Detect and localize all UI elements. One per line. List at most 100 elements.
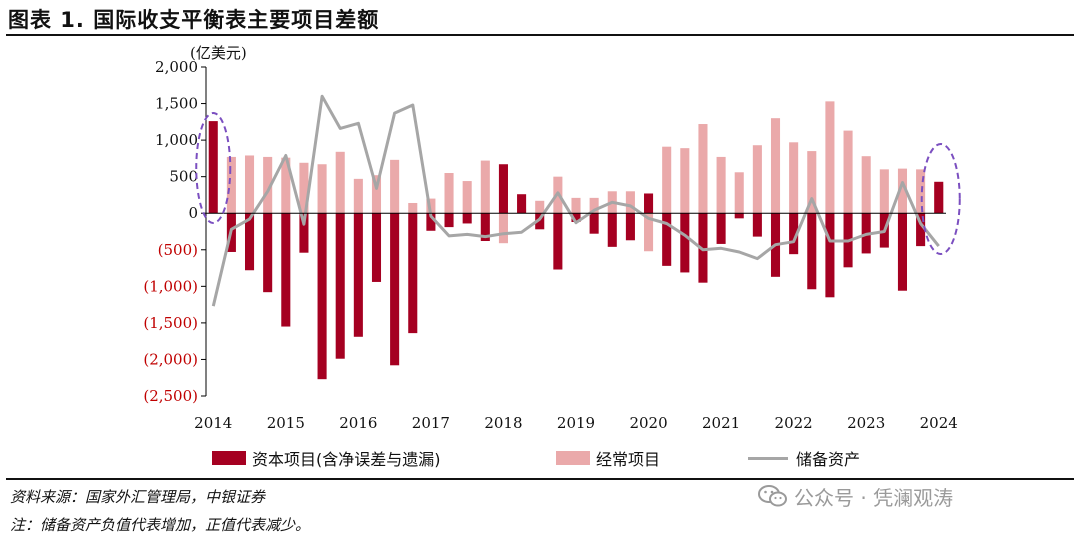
current-account-bar: [426, 198, 436, 214]
top-rule: [6, 34, 1074, 36]
legend-swatch-reserve: [748, 456, 788, 460]
x-tick-label: 2015: [267, 414, 305, 432]
x-tick-label: 2022: [775, 414, 813, 432]
watermark-text: 公众号 · 凭澜观涛: [794, 485, 954, 510]
y-tick-label: 1,000: [155, 131, 198, 149]
current-account-bar: [589, 197, 599, 214]
capital-account-bar: [752, 213, 762, 237]
capital-account-bar: [480, 213, 490, 242]
capital-account-bar: [716, 213, 726, 244]
legend-item-reserve: 储备资产: [748, 446, 860, 470]
capital-account-bar: [644, 193, 654, 214]
capital-account-bar: [734, 213, 744, 219]
y-tick-label: (2,500): [143, 387, 198, 405]
capital-account-bar: [625, 213, 635, 241]
current-account-bar: [897, 168, 908, 214]
capital-account-bar: [807, 213, 817, 290]
current-account-bar: [752, 145, 762, 214]
current-account-bar: [498, 213, 508, 244]
capital-account-bar: [662, 213, 672, 266]
highlight-2014-ellipse: [195, 112, 232, 224]
capital-account-bar: [353, 213, 363, 337]
y-tick-label: (500): [158, 241, 198, 259]
current-account-bar: [462, 181, 472, 214]
capital-account-bar: [589, 213, 599, 234]
current-account-bar: [226, 156, 236, 214]
current-account-bar: [680, 148, 690, 214]
capital-account-bar: [897, 213, 908, 291]
legend-item-current: 经常项目: [556, 446, 660, 470]
current-account-bar: [353, 178, 363, 214]
y-tick-label: (1,000): [143, 277, 198, 295]
y-axis-label: (亿美元): [190, 44, 247, 62]
capital-account-bar: [934, 181, 944, 214]
current-account-bar: [644, 213, 654, 252]
capital-account-bar: [680, 213, 690, 273]
current-account-bar: [299, 162, 309, 214]
current-account-bar: [625, 191, 635, 214]
current-account-bar: [371, 175, 382, 214]
x-tick-label: 2023: [847, 414, 885, 432]
capital-account-bar: [335, 213, 345, 359]
current-account-bar: [861, 156, 871, 214]
capital-account-bar: [317, 213, 327, 380]
wechat-icon: [758, 485, 787, 507]
current-account-bar: [662, 146, 672, 214]
capital-account-bar: [789, 213, 799, 255]
legend-swatch-capital: [212, 451, 246, 465]
current-account-bar: [879, 169, 889, 214]
current-account-bar: [698, 124, 708, 214]
capital-account-bar: [553, 213, 563, 270]
y-tick-label: 2,000: [155, 58, 198, 76]
y-tick-label: (2,000): [143, 350, 198, 368]
current-account-bar: [535, 200, 545, 214]
capital-account-bar: [408, 213, 418, 334]
current-account-bar: [843, 130, 853, 214]
capital-account-bar: [244, 213, 255, 271]
note-text: 注：储备资产负值代表增加，正值代表减少。: [10, 516, 311, 534]
capital-account-bar: [517, 194, 527, 214]
capital-account-bar: [281, 213, 291, 327]
capital-account-bar: [498, 164, 508, 214]
y-tick-label: 500: [169, 168, 198, 186]
capital-account-bar: [426, 213, 436, 231]
x-tick-label: 2019: [557, 414, 595, 432]
capital-account-bar: [390, 213, 400, 366]
capital-account-bar: [263, 213, 273, 293]
current-account-bar: [335, 151, 345, 214]
capital-account-bar: [571, 213, 581, 222]
current-account-bar: [716, 156, 726, 214]
x-tick-label: 2014: [194, 414, 232, 432]
x-tick-label: 2018: [484, 414, 522, 432]
legend-item-capital: 资本项目(含净误差与遗漏): [212, 446, 441, 470]
capital-account-bar: [462, 213, 472, 224]
source-text: 资料来源：国家外汇管理局，中银证券: [10, 488, 266, 506]
x-tick-label: 2016: [339, 414, 377, 432]
current-account-bar: [408, 202, 418, 214]
capital-account-bar: [208, 121, 218, 214]
current-account-bar: [825, 101, 835, 214]
current-account-bar: [317, 164, 327, 214]
current-account-bar: [770, 118, 781, 214]
x-tick-label: 2021: [702, 414, 740, 432]
current-account-bar: [789, 142, 799, 214]
highlight-2024-ellipse: [920, 143, 961, 255]
capital-account-bar: [607, 213, 617, 247]
legend-label-current: 经常项目: [596, 450, 661, 469]
y-tick-label: (1,500): [143, 314, 198, 332]
capital-account-bar: [371, 213, 382, 282]
figure-title: 图表 1. 国际收支平衡表主要项目差额: [8, 8, 380, 32]
current-account-bar: [281, 157, 291, 214]
legend-label-reserve: 储备资产: [796, 450, 861, 469]
watermark: 公众号 · 凭澜观涛: [758, 480, 953, 512]
legend-label-capital: 资本项目(含净误差与遗漏): [252, 450, 441, 469]
current-account-bar: [244, 155, 255, 214]
current-account-bar: [916, 169, 926, 214]
capital-account-bar: [825, 213, 835, 298]
bottom-rule: [6, 478, 1074, 480]
current-account-bar: [444, 173, 454, 214]
capital-account-bar: [535, 213, 545, 230]
capital-account-bar: [916, 213, 926, 247]
capital-account-bar: [299, 213, 309, 253]
current-account-bar: [263, 156, 273, 214]
